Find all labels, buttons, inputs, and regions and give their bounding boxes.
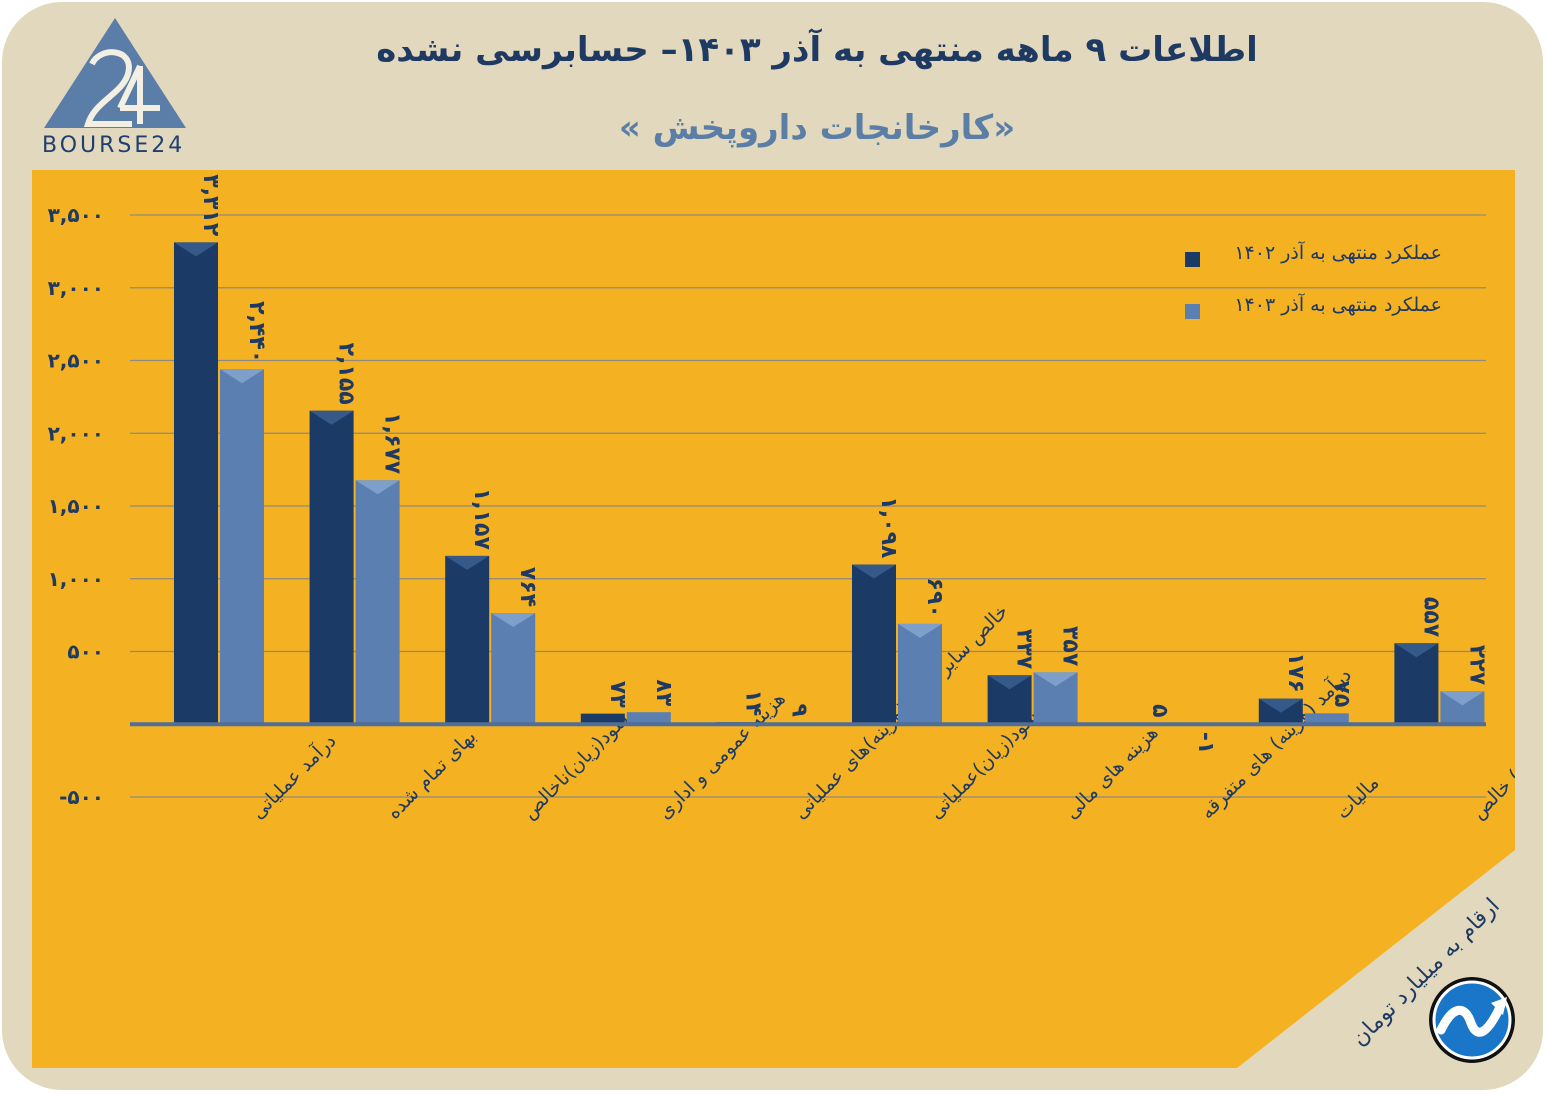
bar [355, 480, 400, 725]
data-label: ۱۴ [740, 689, 765, 716]
bar-bevel [220, 369, 264, 384]
y-tick-label: ۱,۰۰۰ [48, 567, 104, 591]
legend-item-1403: عملکرد منتهی به آذر ۱۴۰۳ [1172, 294, 1462, 320]
bar-bevel [174, 242, 218, 257]
data-label: ۵۵۷ [1418, 597, 1443, 638]
data-label: ۷۵ [1329, 680, 1354, 707]
bar [174, 242, 218, 725]
data-label: ۱,۶۷۷ [380, 412, 405, 475]
page-subtitle: «کارخانجات داروپخش » [618, 108, 1016, 148]
data-label: ۲,۱۵۵ [334, 343, 359, 405]
legend-swatch-1403 [1185, 304, 1200, 319]
legend-label-1402: عملکرد منتهی به آذر ۱۴۰۲ [1234, 242, 1442, 264]
y-tick-label: ۳,۵۰۰ [48, 203, 104, 227]
page-title: اطلاعات ۹ ماهه منتهی به آذر ۱۴۰۳– حسابرس… [376, 30, 1258, 70]
legend-item-1402: عملکرد منتهی به آذر ۱۴۰۲ [1172, 242, 1462, 268]
y-tick-label: ۵۰۰ [67, 640, 104, 664]
x-category-label: مالیات [1332, 772, 1384, 824]
y-tick-label: ۲,۰۰۰ [48, 421, 104, 445]
bar-bevel [445, 555, 490, 570]
data-label: ۱,۰۹۸ [876, 496, 901, 559]
data-label: ۳,۳۱۲ [198, 174, 223, 237]
x-category-label: بهای تمام شده [383, 726, 481, 824]
bar [626, 712, 671, 725]
bar-chart: -۵۰۰ ۵۰۰ ۱,۰۰۰ ۱,۵۰۰ ۲,۰۰۰ ۲,۵۰۰ ۳,۰۰۰ ۳,۵۰۰ ۳,۳… [48, 174, 1515, 824]
bar [580, 713, 625, 725]
data-label: ۵ [1147, 704, 1172, 717]
data-label: ۷۶۴ [515, 567, 540, 607]
bar-bevel [491, 613, 536, 628]
data-label: ۱,۱۵۷ [469, 488, 494, 551]
y-tick-label: ۳,۰۰۰ [48, 276, 104, 300]
bar-bevel [1440, 691, 1485, 706]
bar [1304, 713, 1349, 725]
bar-bevel [309, 410, 354, 425]
data-label: ۸۳ [651, 679, 676, 706]
bar-bevel [1258, 698, 1303, 713]
legend-label-1403: عملکرد منتهی به آذر ۱۴۰۳ [1234, 294, 1442, 316]
legend-swatch-1402 [1185, 252, 1200, 267]
data-label: ۱۷۶ [1283, 652, 1308, 692]
bar-bevel [987, 675, 1032, 690]
data-label: ۹ [786, 704, 811, 717]
data-label: ۷۳ [605, 681, 630, 708]
y-tick-label: ۱,۵۰۰ [48, 494, 104, 518]
data-label: ۳۳۷ [1012, 629, 1037, 670]
bar [491, 613, 536, 725]
logo-text: BOURSE24 [42, 133, 186, 158]
bar [898, 623, 942, 725]
legend: عملکرد منتهی به آذر ۱۴۰۲ عملکرد منتهی به… [1172, 242, 1462, 346]
x-category-label: درآمد عملیاتی [246, 729, 341, 824]
bar-bevel [1394, 643, 1439, 658]
bar-bevel [898, 623, 942, 638]
data-label: -۱ [1193, 732, 1218, 755]
bourse24-logo [44, 18, 186, 128]
chart-panel: -۵۰۰ ۵۰۰ ۱,۰۰۰ ۱,۵۰۰ ۲,۰۰۰ ۲,۵۰۰ ۳,۰۰۰ ۳,۵۰۰ ۳,۳… [32, 170, 1515, 1068]
bar-bevel [355, 480, 400, 495]
bar [852, 564, 896, 725]
brand-badge-icon [1429, 977, 1515, 1063]
y-tick-label: ۲,۵۰۰ [48, 349, 104, 373]
y-tick-label: -۵۰۰ [59, 785, 104, 809]
x-category-label: سود(زیان) خالص [1467, 712, 1515, 824]
data-label: ۳۵۷ [1058, 626, 1083, 667]
x-category-label: هزینه عمومی و اداری [654, 688, 790, 824]
bar [309, 410, 354, 725]
bar [220, 369, 264, 725]
data-label: ۶۹۰ [922, 578, 947, 618]
bar-bevel [1033, 672, 1078, 687]
bar-bevel [852, 564, 896, 579]
data-label: ۲,۴۴۰ [244, 301, 269, 363]
bar [445, 555, 490, 725]
data-label: ۲۲۷ [1464, 645, 1489, 686]
x-category-label: هزینه های مالی [1061, 722, 1163, 824]
